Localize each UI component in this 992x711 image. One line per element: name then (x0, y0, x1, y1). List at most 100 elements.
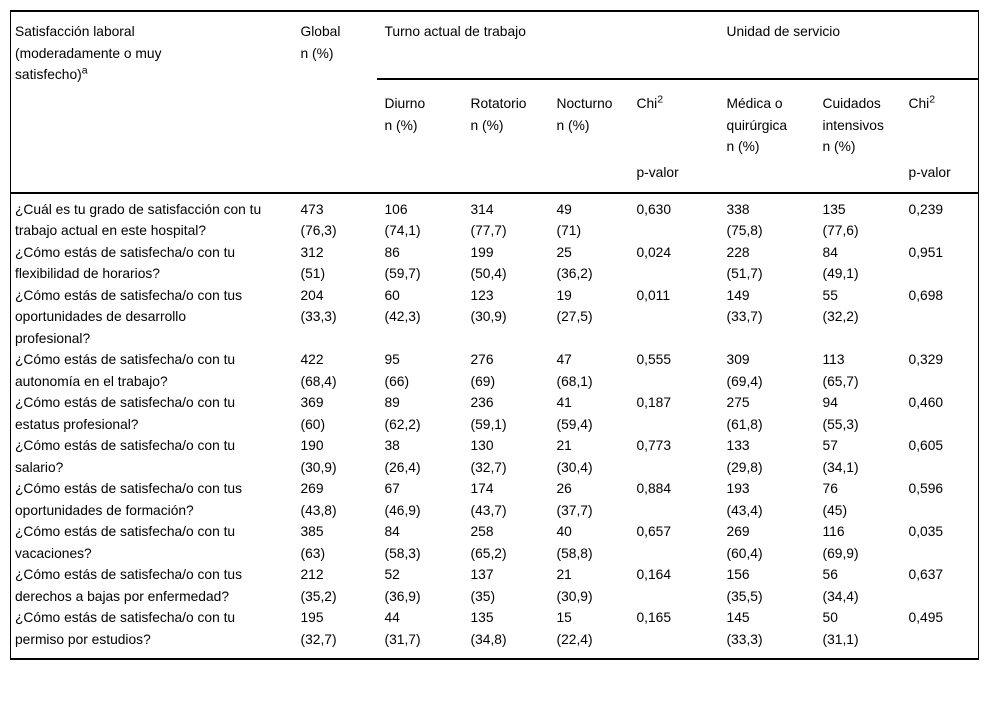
cell-rotatorio: 137 (35) (463, 564, 549, 607)
table-row: ¿Cómo estás de satisfecha/o con tu estat… (11, 392, 979, 435)
table-row: ¿Cómo estás de satisfecha/o con tu auton… (11, 349, 979, 392)
cell-cuidados: 56 (34,4) (815, 564, 901, 607)
value-pct: (35) (470, 588, 496, 604)
value-pct: (30,4) (556, 459, 593, 475)
value-n: 25 (556, 244, 572, 260)
value-pct: (45) (822, 502, 848, 518)
value-pct: (58,8) (556, 545, 593, 561)
question-cell: ¿Cómo estás de satisfecha/o con tus opor… (11, 478, 293, 521)
cell-medica: 275 (61,8) (719, 392, 815, 435)
value-n: 258 (470, 524, 494, 539)
value-n: 135 (470, 610, 494, 625)
cell-chi-unidad: 0,637 (901, 564, 979, 607)
cell-global: 204 (33,3) (293, 285, 377, 350)
value-n: 55 (822, 287, 838, 303)
cell-cuidados: 135 (77,6) (815, 193, 901, 242)
question-cell: ¿Cómo estás de satisfecha/o con tus dere… (11, 564, 293, 607)
cell-global: 385 (63) (293, 521, 377, 564)
value-n: 228 (726, 244, 750, 260)
value-pct: (46,9) (384, 502, 421, 518)
value-n: 195 (300, 610, 324, 625)
value-n: 135 (822, 201, 846, 217)
satisfaction-table: Satisfacción laboral (moderadamente o mu… (10, 10, 980, 660)
question-text: ¿Cómo estás de satisfecha/o con tus dere… (15, 567, 242, 604)
cell-medica: 133 (29,8) (719, 435, 815, 478)
cell-cuidados: 50 (31,1) (815, 607, 901, 659)
value-n: 40 (556, 524, 572, 539)
value-pct: (51,7) (726, 266, 763, 281)
cell-cuidados: 76 (45) (815, 478, 901, 521)
value-n: 422 (300, 352, 324, 367)
value-pct: (31,7) (384, 631, 421, 647)
value-pct: (65,7) (822, 373, 859, 389)
value-pct: (60) (300, 416, 326, 432)
subheader-empty (377, 158, 463, 193)
value-n: 15 (556, 610, 572, 625)
value-pct: (27,5) (556, 309, 593, 324)
cell-diurno: 52 (36,9) (377, 564, 463, 607)
value-n: 133 (726, 438, 750, 453)
value-pct: (34,8) (470, 631, 507, 647)
value-pct: (59,7) (384, 266, 421, 281)
footnote-marker: a (81, 64, 88, 77)
value-n: 116 (822, 524, 845, 539)
question-text: ¿Cómo estás de satisfecha/o con tu vacac… (15, 524, 236, 561)
subheader-empty (719, 158, 815, 193)
cell-diurno: 44 (31,7) (377, 607, 463, 659)
value-n: 275 (726, 395, 750, 410)
value-pct: (51) (300, 266, 326, 281)
cell-global: 212 (35,2) (293, 564, 377, 607)
cell-global: 190 (30,9) (293, 435, 377, 478)
value-pct: (42,3) (384, 309, 421, 324)
cell-chi-unidad: 0,460 (901, 392, 979, 435)
cell-nocturno: 41 (59,4) (549, 392, 629, 435)
cell-nocturno: 25 (36,2) (549, 242, 629, 285)
value-n: 199 (470, 244, 494, 260)
value-pct: (59,1) (470, 416, 507, 432)
value-pct: (55,3) (822, 416, 859, 432)
chi-exponent: 2 (657, 93, 664, 106)
value-n: 41 (556, 395, 572, 410)
value-n: 26 (556, 481, 572, 496)
value-pct: (29,8) (726, 459, 763, 475)
value-pvalue: 0,773 (636, 438, 672, 453)
value-n: 385 (300, 524, 324, 539)
value-n: 84 (822, 244, 838, 260)
question-cell: ¿Cómo estás de satisfecha/o con tus opor… (11, 285, 293, 350)
cell-diurno: 38 (26,4) (377, 435, 463, 478)
table-row: ¿Cómo estás de satisfecha/o con tu flexi… (11, 242, 979, 285)
value-n: 52 (384, 567, 400, 582)
value-n: 86 (384, 244, 400, 260)
cell-cuidados: 94 (55,3) (815, 392, 901, 435)
cell-medica: 193 (43,4) (719, 478, 815, 521)
cell-diurno: 84 (58,3) (377, 521, 463, 564)
cell-global: 269 (43,8) (293, 478, 377, 521)
value-pct: (69,4) (726, 373, 763, 389)
subheader-empty (815, 158, 901, 193)
table-row: ¿Cómo estás de satisfecha/o con tus opor… (11, 285, 979, 350)
cell-rotatorio: 258 (65,2) (463, 521, 549, 564)
value-pct: (69,9) (822, 545, 859, 561)
value-pct: (35,5) (726, 588, 763, 604)
value-pct: (62,2) (384, 416, 421, 432)
cell-chi-unidad: 0,596 (901, 478, 979, 521)
value-pct: (31,1) (822, 631, 859, 647)
header-title-line: satisfecho)a (15, 64, 88, 82)
cell-global: 422 (68,4) (293, 349, 377, 392)
value-pvalue: 0,605 (908, 438, 944, 453)
cell-cuidados: 84 (49,1) (815, 242, 901, 285)
cell-chi-unidad: 0,951 (901, 242, 979, 285)
cell-nocturno: 40 (58,8) (549, 521, 629, 564)
question-cell: ¿Cómo estás de satisfecha/o con tu permi… (11, 607, 293, 659)
cell-cuidados: 116 (69,9) (815, 521, 901, 564)
cell-rotatorio: 123 (30,9) (463, 285, 549, 350)
value-n: 94 (822, 395, 838, 410)
table-row: ¿Cómo estás de satisfecha/o con tu salar… (11, 435, 979, 478)
value-n: 19 (556, 287, 572, 303)
cell-diurno: 67 (46,9) (377, 478, 463, 521)
table-row: ¿Cómo estás de satisfecha/o con tu permi… (11, 607, 979, 659)
cell-cuidados: 57 (34,1) (815, 435, 901, 478)
cell-chi-unidad: 0,698 (901, 285, 979, 350)
question-cell: ¿Cómo estás de satisfecha/o con tu salar… (11, 435, 293, 478)
cell-chi-unidad: 0,329 (901, 349, 979, 392)
